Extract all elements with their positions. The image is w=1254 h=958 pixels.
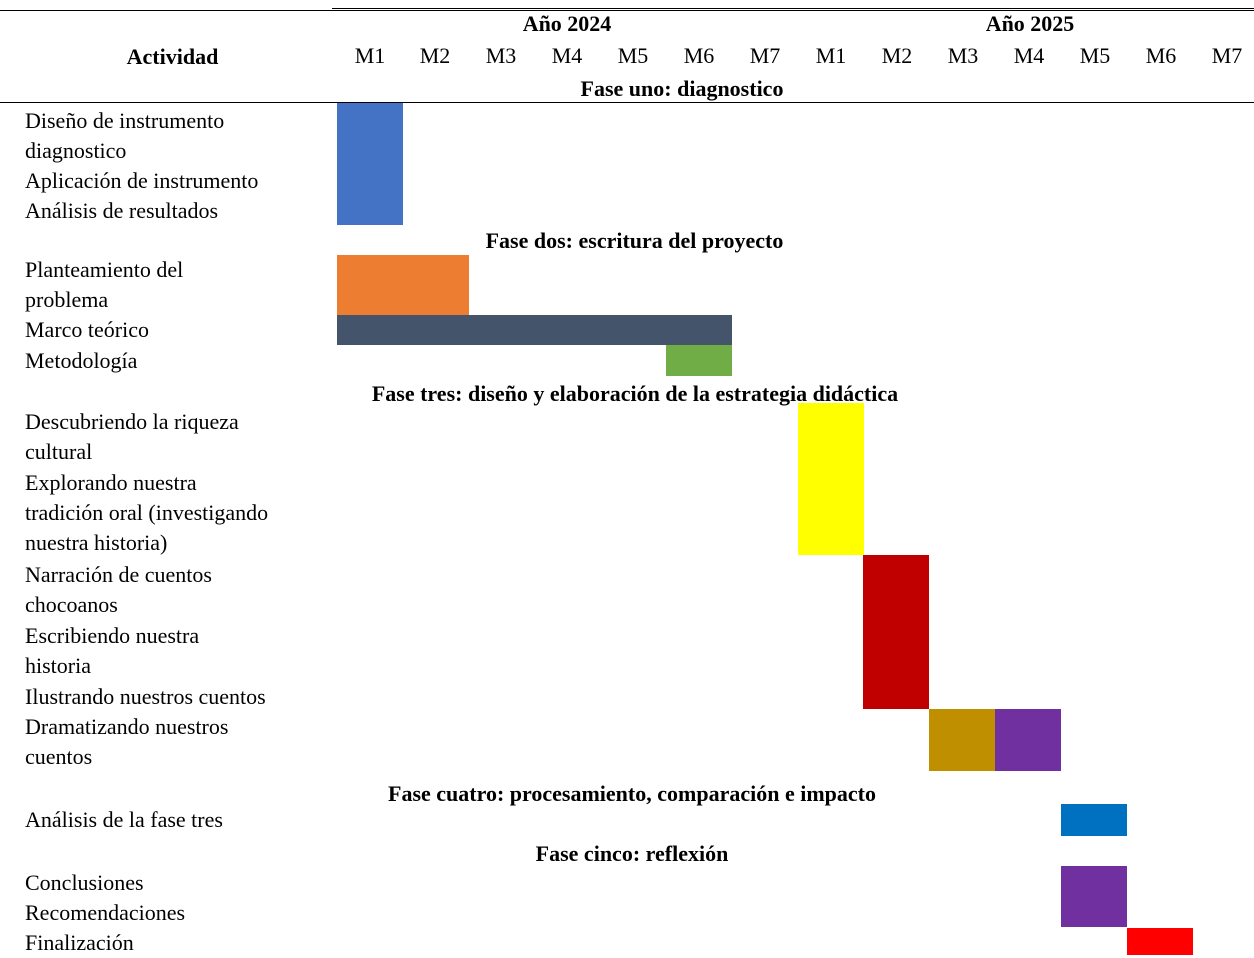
phase-2-title: Fase dos: escritura del proyecto bbox=[485, 228, 784, 253]
activity-dramatizando: Dramatizando nuestros cuentos bbox=[25, 712, 228, 772]
month-header-1: M1 bbox=[354, 43, 386, 68]
activity-line: Marco teórico bbox=[25, 317, 149, 342]
activity-narracion: Narración de cuentos chocoanos bbox=[25, 560, 212, 620]
activity-line: problema bbox=[25, 287, 109, 312]
activity-descubriendo: Descubriendo la riqueza cultural bbox=[25, 407, 239, 467]
phase-4-title: Fase cuatro: procesamiento, comparación … bbox=[388, 781, 876, 806]
gantt-bar bbox=[337, 315, 732, 345]
month-header-8: M1 bbox=[815, 43, 847, 68]
gantt-bar bbox=[995, 709, 1061, 771]
month-header-11: M4 bbox=[1013, 43, 1045, 68]
phase-1-title: Fase uno: diagnostico bbox=[580, 76, 784, 101]
activity-line: historia bbox=[25, 653, 91, 678]
gantt-bar bbox=[798, 403, 864, 555]
month-header-14: M7 bbox=[1211, 43, 1243, 68]
year-2025-header: Año 2025 bbox=[985, 11, 1075, 36]
activity-finalizacion: Finalización bbox=[25, 928, 134, 958]
phase-5-title: Fase cinco: reflexión bbox=[535, 841, 729, 866]
month-header-2: M2 bbox=[419, 43, 451, 68]
activity-analisis-fase-tres: Análisis de la fase tres bbox=[25, 805, 223, 835]
activity-escribiendo: Escribiendo nuestra historia bbox=[25, 621, 199, 681]
activity-line: cuentos bbox=[25, 744, 93, 769]
month-header-10: M3 bbox=[947, 43, 979, 68]
activity-line: nuestra historia) bbox=[25, 530, 168, 555]
gantt-bar bbox=[863, 555, 929, 709]
month-header-4: M4 bbox=[551, 43, 583, 68]
activity-line: Análisis de la fase tres bbox=[25, 807, 223, 832]
gantt-bar bbox=[666, 345, 732, 376]
activity-line: Diseño de instrumento bbox=[25, 108, 225, 133]
activity-line: Metodología bbox=[25, 348, 138, 373]
top-rule bbox=[332, 8, 802, 9]
activity-metodologia: Metodología bbox=[25, 346, 137, 376]
gantt-bar bbox=[1061, 804, 1127, 836]
gantt-bar bbox=[1061, 866, 1127, 927]
month-header-13: M6 bbox=[1145, 43, 1177, 68]
activity-analisis-resultados: Análisis de resultados bbox=[25, 196, 218, 226]
top-rule bbox=[800, 8, 1254, 9]
activity-line: Finalización bbox=[25, 930, 134, 955]
top-rule bbox=[0, 10, 1254, 11]
activity-line: Análisis de resultados bbox=[25, 198, 219, 223]
activity-line: Ilustrando nuestros cuentos bbox=[25, 684, 266, 709]
activity-line: Descubriendo la riqueza bbox=[25, 409, 239, 434]
gantt-bar bbox=[337, 103, 403, 225]
activity-line: Escribiendo nuestra bbox=[25, 623, 200, 648]
header-rule bbox=[0, 102, 1254, 103]
activity-column-header: Actividad bbox=[126, 44, 219, 69]
activity-line: Narración de cuentos bbox=[25, 562, 212, 587]
month-header-9: M2 bbox=[881, 43, 913, 68]
activity-line: diagnostico bbox=[25, 138, 127, 163]
activity-ilustrando: Ilustrando nuestros cuentos bbox=[25, 682, 266, 712]
gantt-bar bbox=[1127, 928, 1193, 955]
activity-planteamiento: Planteamiento del problema bbox=[25, 255, 183, 315]
activity-explorando: Explorando nuestra tradición oral (inves… bbox=[25, 468, 268, 558]
month-header-7: M7 bbox=[749, 43, 781, 68]
activity-line: Recomendaciones bbox=[25, 900, 186, 925]
year-2024-header: Año 2024 bbox=[522, 11, 612, 36]
month-header-6: M6 bbox=[683, 43, 715, 68]
activity-line: chocoanos bbox=[25, 592, 118, 617]
activity-line: tradición oral (investigando bbox=[25, 500, 269, 525]
month-header-3: M3 bbox=[485, 43, 517, 68]
activity-line: Conclusiones bbox=[25, 870, 144, 895]
activity-line: Explorando nuestra bbox=[25, 470, 197, 495]
gantt-bar bbox=[929, 709, 995, 771]
activity-recomendaciones: Recomendaciones bbox=[25, 898, 185, 928]
phase-3-title: Fase tres: diseño y elaboración de la es… bbox=[371, 381, 899, 406]
activity-line: cultural bbox=[25, 439, 93, 464]
activity-aplicacion-instrumento: Aplicación de instrumento bbox=[25, 166, 258, 196]
activity-line: Aplicación de instrumento bbox=[25, 168, 259, 193]
activity-line: Planteamiento del bbox=[25, 257, 184, 282]
activity-marco-teorico: Marco teórico bbox=[25, 315, 149, 345]
activity-conclusiones: Conclusiones bbox=[25, 868, 144, 898]
activity-diseno-instrumento: Diseño de instrumento diagnostico bbox=[25, 106, 224, 166]
gantt-bar bbox=[337, 255, 469, 315]
month-header-12: M5 bbox=[1079, 43, 1111, 68]
month-header-5: M5 bbox=[617, 43, 649, 68]
activity-line: Dramatizando nuestros bbox=[25, 714, 229, 739]
